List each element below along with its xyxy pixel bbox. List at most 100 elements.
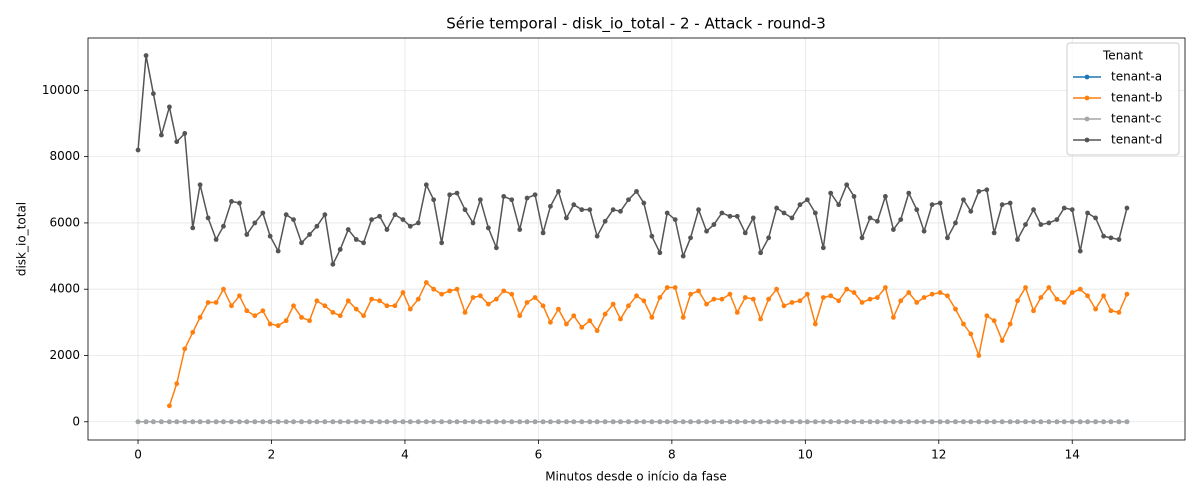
data-point [415,419,421,425]
data-point [937,200,943,206]
data-point [968,208,974,214]
data-point [921,295,927,300]
data-point [485,419,491,425]
data-point [828,419,834,425]
data-point [610,301,616,307]
data-point [812,321,818,327]
data-point [345,298,351,304]
data-point [898,419,904,425]
data-point [1085,419,1090,425]
data-point [462,207,468,213]
data-point [696,419,701,425]
data-point [844,419,850,425]
data-point [221,419,226,425]
data-point [540,230,546,236]
data-point [921,419,927,425]
data-point [836,298,842,304]
data-point [361,240,366,246]
data-point [1116,419,1122,425]
data-point [579,207,585,213]
data-point [851,419,857,425]
data-point [517,313,523,319]
data-point [1015,237,1020,242]
data-point [704,419,709,425]
data-point [330,310,336,315]
data-point [649,233,655,239]
data-point [345,227,351,232]
data-point [968,331,974,337]
series-line [168,281,1128,407]
data-point [182,346,188,352]
data-point [314,223,320,229]
data-point [197,314,203,320]
data-point [392,303,398,309]
data-point [891,419,896,425]
data-point [991,419,997,425]
data-point [945,419,950,425]
data-point [961,321,966,327]
data-point [1069,419,1075,425]
data-point [174,419,180,425]
y-tick-label: 0 [72,414,80,428]
data-point [1069,207,1075,213]
data-point [664,285,670,290]
data-point [470,220,476,226]
data-point [1046,419,1052,425]
data-point [711,419,717,425]
data-point [205,300,211,305]
data-point [322,303,328,309]
data-point [1101,419,1106,425]
data-point [330,419,336,425]
x-tick-label: 2 [268,448,276,462]
data-point [1054,296,1060,302]
data-point [369,296,374,302]
data-point [501,419,507,425]
data-point [999,419,1005,425]
data-point [454,190,460,196]
data-point [548,203,553,209]
data-point [766,419,772,425]
data-point [797,298,803,304]
data-point [844,286,850,292]
data-point [906,290,912,295]
data-point [307,232,312,237]
data-point [844,182,850,188]
data-point [244,232,250,237]
data-point [524,419,530,425]
data-point [789,300,795,305]
data-point [205,215,211,221]
data-point [237,293,242,299]
data-point [976,189,982,194]
data-point [1116,237,1122,242]
data-point [353,237,359,242]
data-point [291,217,296,223]
data-point [213,237,219,242]
data-point [1093,306,1098,312]
data-point [400,290,406,295]
data-point [174,139,180,145]
data-point [836,202,842,208]
data-point [984,313,990,319]
data-point [377,213,382,219]
data-point [509,419,515,425]
data-point [493,245,499,251]
data-point [657,419,663,425]
data-point [423,419,429,425]
data-point [634,293,639,299]
data-point [961,197,966,203]
data-point [377,419,382,425]
data-point [649,314,655,320]
data-point [641,200,647,206]
data-point [921,228,927,234]
data-point [1124,205,1130,211]
data-point [384,419,390,425]
data-point [680,253,686,259]
legend-marker [1084,116,1090,122]
data-point [859,419,865,425]
data-point [167,104,172,110]
y-tick-label: 10000 [42,83,80,97]
data-point [961,419,966,425]
data-point [1007,321,1013,327]
data-point [1061,419,1067,425]
